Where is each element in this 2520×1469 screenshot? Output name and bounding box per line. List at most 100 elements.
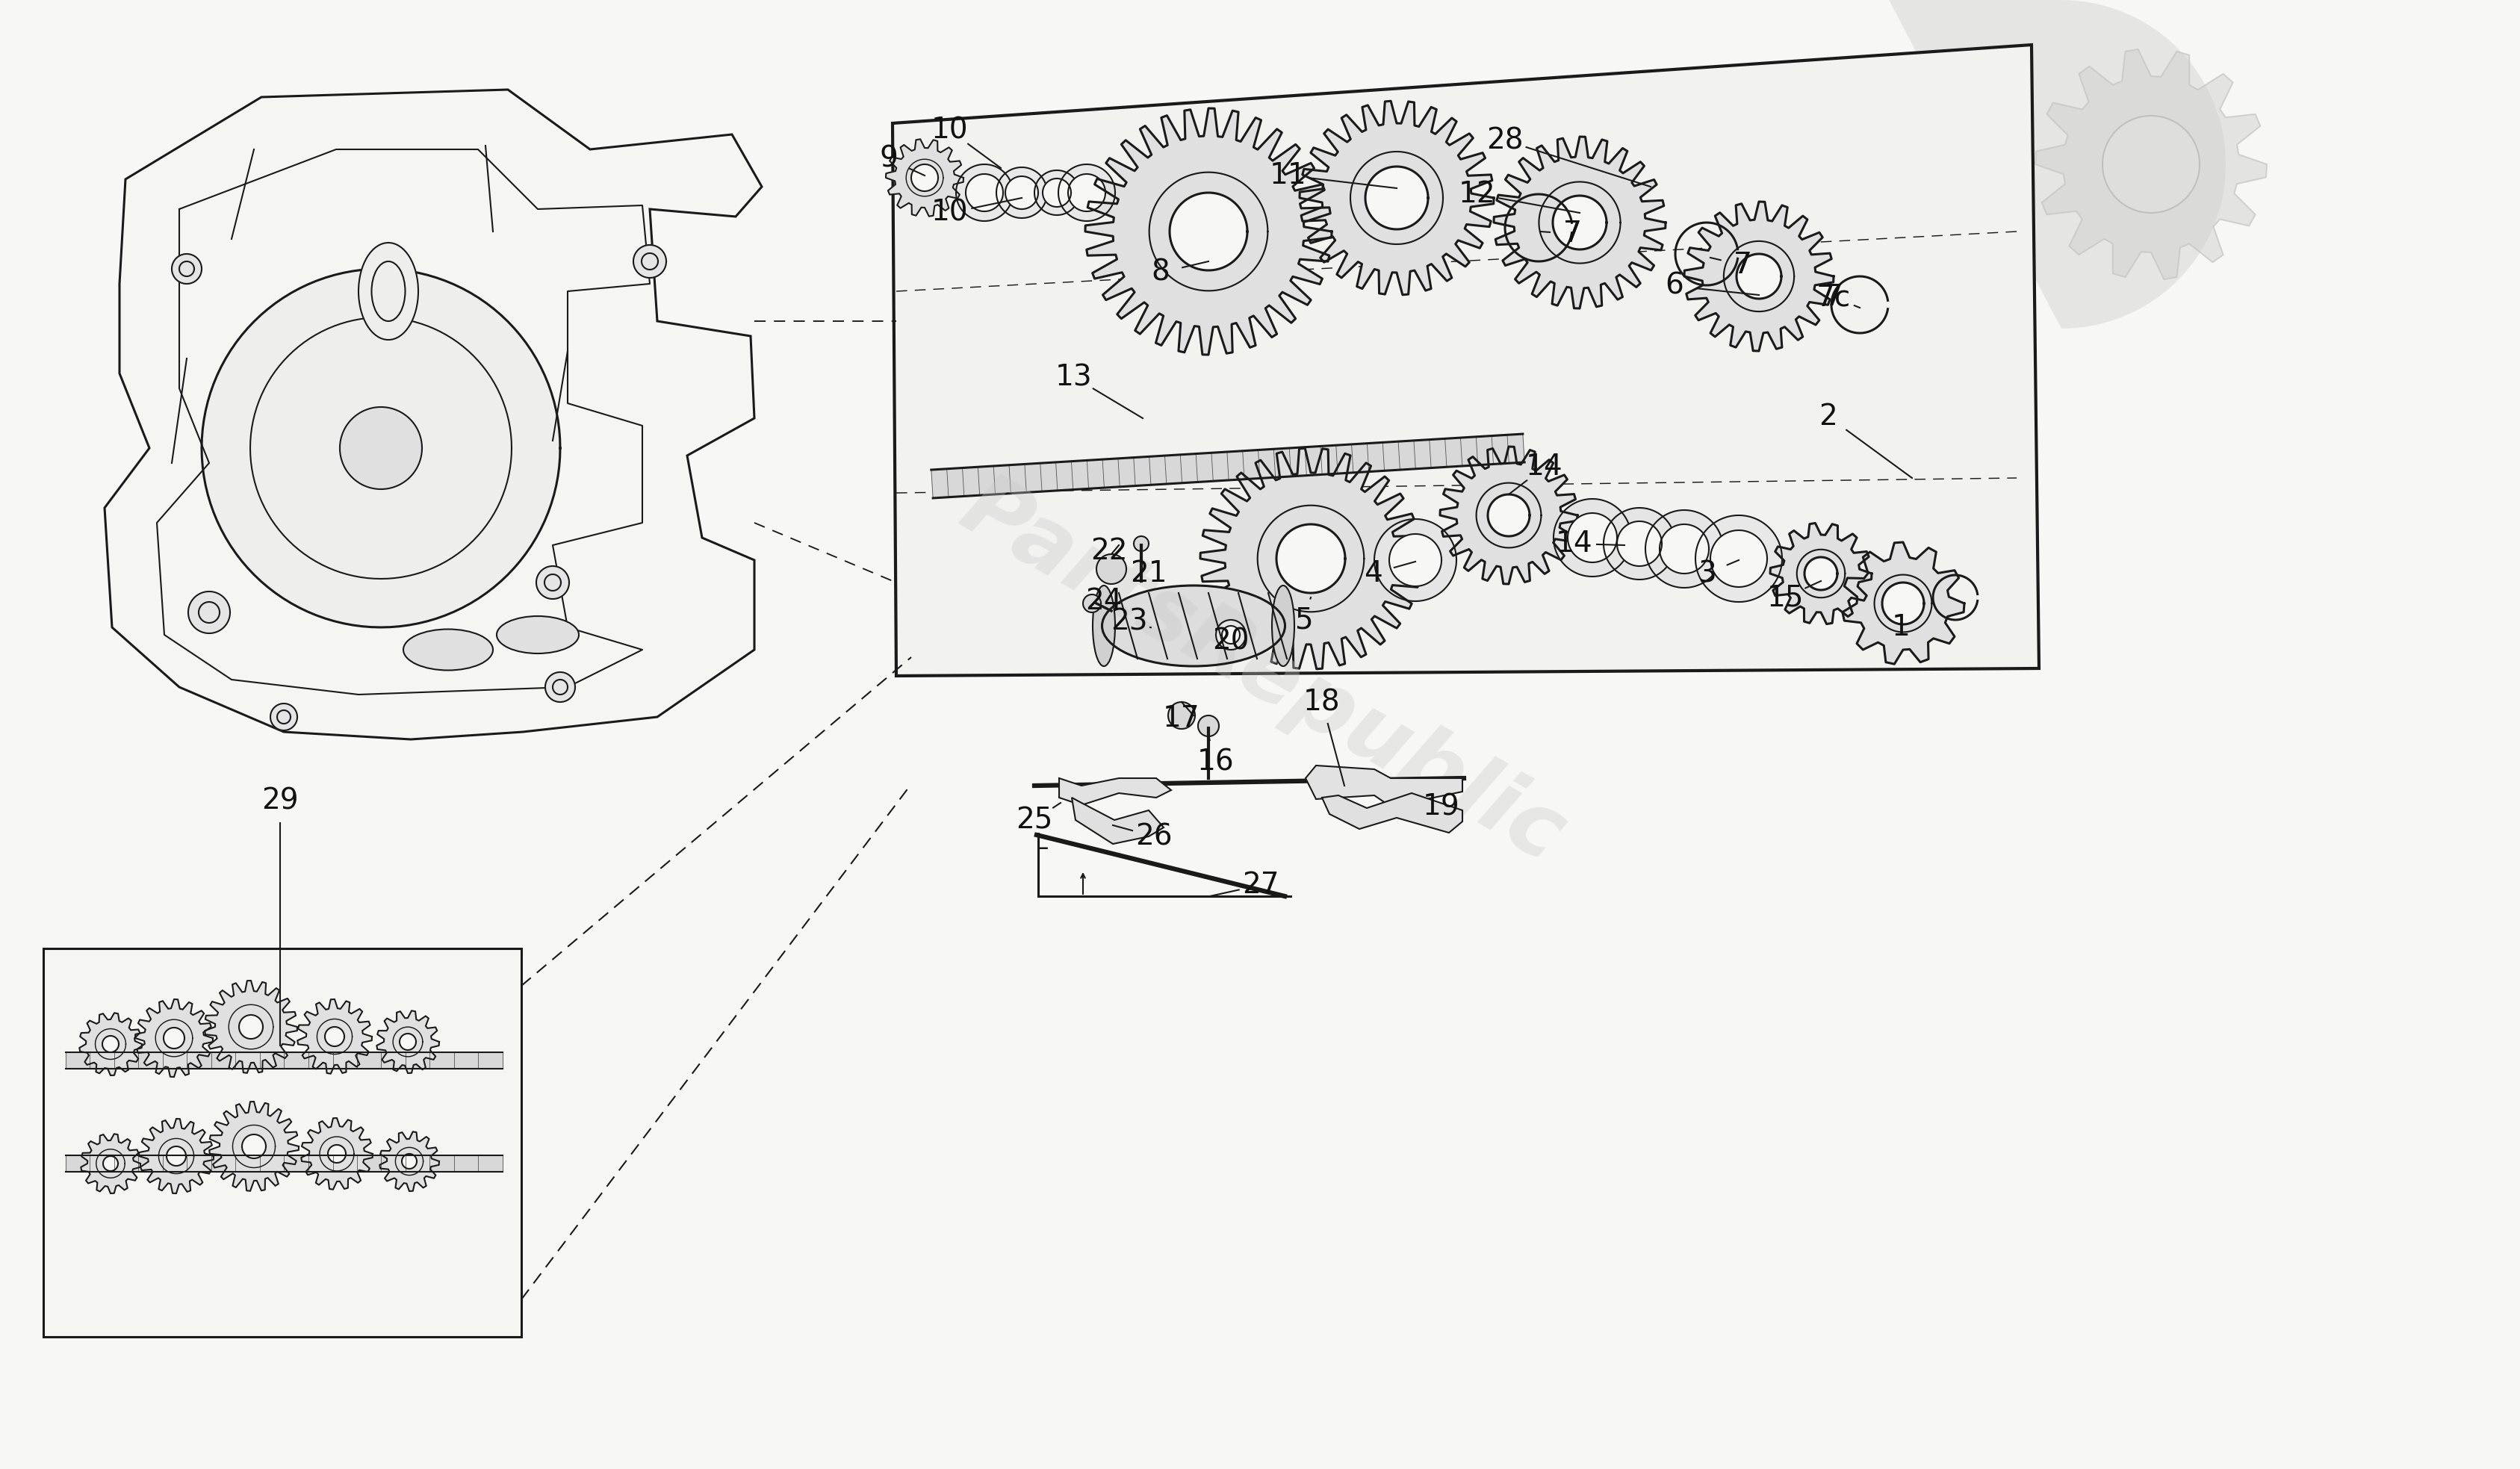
Polygon shape — [1068, 173, 1106, 212]
Polygon shape — [139, 1119, 214, 1193]
Text: 19: 19 — [1424, 792, 1459, 821]
Text: 15: 15 — [1767, 583, 1804, 611]
Text: 22: 22 — [1091, 538, 1126, 566]
Polygon shape — [1822, 0, 2225, 329]
Polygon shape — [81, 1014, 141, 1075]
Text: 17: 17 — [1164, 704, 1200, 733]
Text: 21: 21 — [1129, 560, 1167, 588]
Polygon shape — [1084, 595, 1101, 613]
Polygon shape — [302, 1118, 373, 1190]
Polygon shape — [1552, 195, 1608, 250]
Text: 2: 2 — [1819, 403, 1837, 430]
Polygon shape — [103, 1036, 118, 1052]
Text: 10: 10 — [932, 198, 968, 228]
Polygon shape — [1058, 779, 1172, 805]
Ellipse shape — [403, 629, 494, 670]
Polygon shape — [401, 1034, 416, 1050]
Text: 7: 7 — [1734, 251, 1751, 279]
Polygon shape — [66, 1155, 501, 1172]
Polygon shape — [2036, 50, 2268, 279]
Text: 4: 4 — [1363, 560, 1381, 588]
Polygon shape — [381, 1131, 438, 1191]
Polygon shape — [1769, 523, 1872, 624]
Polygon shape — [297, 999, 373, 1074]
Text: 29: 29 — [262, 786, 297, 815]
Polygon shape — [401, 1153, 416, 1169]
Polygon shape — [995, 167, 1048, 217]
Polygon shape — [1552, 499, 1630, 576]
Polygon shape — [1567, 513, 1618, 563]
Polygon shape — [1389, 533, 1441, 586]
Polygon shape — [1439, 447, 1578, 585]
Polygon shape — [1278, 524, 1346, 593]
Text: L: L — [1036, 831, 1048, 853]
Text: 7c: 7c — [1817, 284, 1850, 311]
Text: 7: 7 — [1824, 284, 1842, 311]
Bar — [43, 949, 522, 1337]
Polygon shape — [166, 1146, 186, 1166]
Polygon shape — [103, 90, 761, 739]
Polygon shape — [328, 1144, 345, 1163]
Text: 11: 11 — [1270, 162, 1308, 190]
Polygon shape — [912, 165, 937, 191]
Polygon shape — [1071, 798, 1164, 843]
Polygon shape — [965, 173, 1003, 212]
Polygon shape — [633, 245, 665, 278]
Polygon shape — [375, 1011, 438, 1074]
Text: 13: 13 — [1056, 363, 1094, 391]
Ellipse shape — [496, 616, 580, 654]
Polygon shape — [204, 981, 297, 1072]
Polygon shape — [1222, 626, 1240, 643]
Polygon shape — [1096, 554, 1126, 585]
Polygon shape — [1169, 192, 1247, 270]
Polygon shape — [887, 140, 963, 216]
Polygon shape — [1169, 702, 1194, 729]
Polygon shape — [892, 46, 2039, 676]
Polygon shape — [1373, 519, 1457, 601]
Polygon shape — [242, 1134, 267, 1159]
Text: 18: 18 — [1303, 687, 1341, 717]
Polygon shape — [340, 407, 421, 489]
Polygon shape — [171, 254, 202, 284]
Polygon shape — [81, 1134, 141, 1193]
Polygon shape — [1603, 508, 1676, 580]
Polygon shape — [955, 165, 1013, 220]
Text: 7: 7 — [1734, 251, 1751, 279]
Text: 28: 28 — [1487, 126, 1525, 154]
Text: 8: 8 — [1152, 259, 1169, 286]
Polygon shape — [164, 1028, 184, 1049]
Text: 14: 14 — [1527, 452, 1562, 480]
Text: 14: 14 — [1555, 529, 1593, 558]
Polygon shape — [1058, 165, 1116, 220]
Text: 6: 6 — [1666, 272, 1683, 300]
Polygon shape — [1197, 715, 1220, 736]
Polygon shape — [1646, 510, 1724, 588]
Polygon shape — [239, 1015, 262, 1039]
Polygon shape — [1683, 201, 1835, 351]
Ellipse shape — [1094, 586, 1116, 665]
Text: 7: 7 — [1562, 219, 1583, 248]
Polygon shape — [1305, 765, 1462, 806]
Polygon shape — [270, 704, 297, 730]
Polygon shape — [209, 1102, 300, 1191]
Polygon shape — [202, 269, 559, 627]
Text: 16: 16 — [1197, 748, 1235, 776]
Text: 3: 3 — [1698, 560, 1716, 588]
Text: 24: 24 — [1086, 588, 1121, 616]
Polygon shape — [1300, 101, 1494, 295]
Text: 7: 7 — [1562, 219, 1583, 248]
Polygon shape — [1711, 530, 1767, 588]
Polygon shape — [1696, 516, 1782, 602]
Polygon shape — [2102, 116, 2200, 213]
Polygon shape — [1487, 495, 1530, 536]
Ellipse shape — [358, 242, 418, 339]
Polygon shape — [1033, 170, 1079, 214]
Polygon shape — [1005, 176, 1038, 209]
Text: 23: 23 — [1111, 607, 1147, 636]
Polygon shape — [1086, 109, 1331, 354]
Text: 1: 1 — [1893, 613, 1910, 642]
Text: PartsRepublic: PartsRepublic — [945, 464, 1580, 880]
Polygon shape — [544, 673, 575, 702]
Polygon shape — [103, 1156, 118, 1171]
Polygon shape — [1134, 536, 1149, 551]
